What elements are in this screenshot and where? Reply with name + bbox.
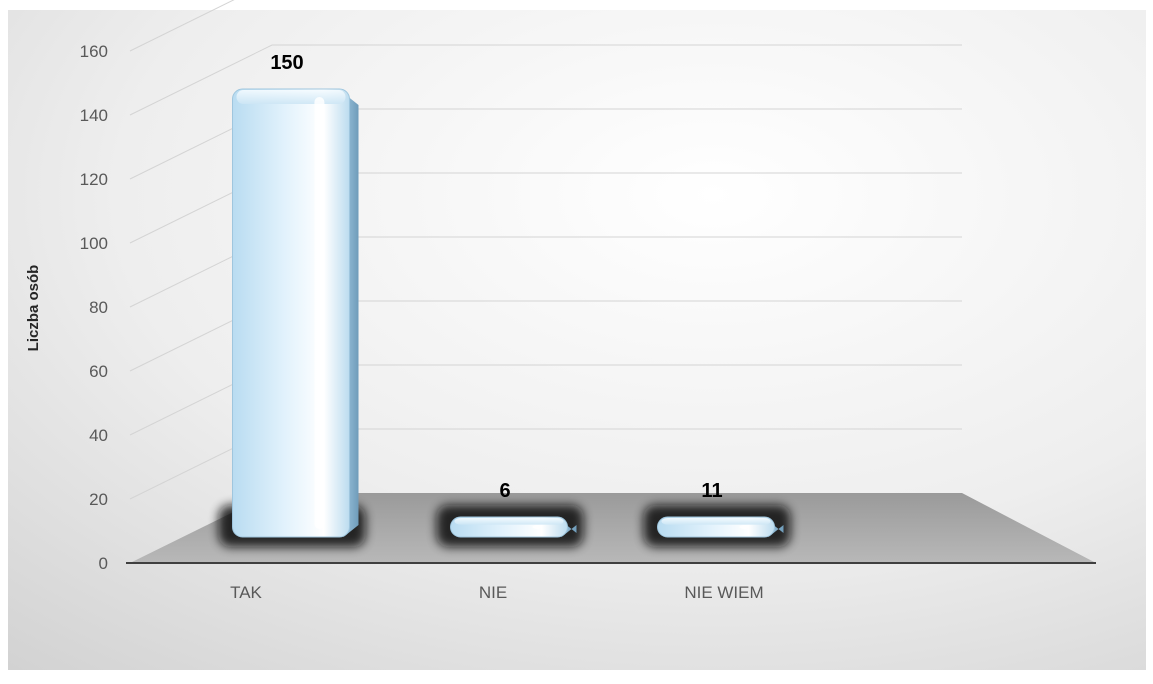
x-tick-label: NIE [479,583,507,602]
gridline [129,44,962,116]
bar [436,505,584,547]
bar-highlight [532,525,543,529]
y-tick-label: 80 [89,298,108,317]
y-axis: 0 20 40 60 80 100 120 140 160 [80,42,108,573]
bar-top [661,518,771,525]
data-label: 6 [499,480,510,502]
bar-highlight [314,97,325,529]
y-tick-label: 100 [80,234,108,253]
y-tick-label: 40 [89,426,108,445]
bar [218,88,366,547]
x-tick-label: NIE WIEM [684,583,763,602]
x-axis: TAK NIE NIE WIEM [230,583,764,602]
data-label: 150 [270,52,303,74]
gridline [129,0,235,52]
x-tick-label: TAK [230,583,262,602]
bar-front [232,88,350,538]
y-tick-label: 140 [80,106,108,125]
bar-top [236,90,346,104]
y-tick-label: 120 [80,170,108,189]
bar-top [454,518,564,525]
data-label: 11 [701,480,722,502]
data-labels: 150 6 11 [270,52,722,502]
floor-plane [130,493,1096,563]
bars [218,88,791,547]
chart-floor [126,493,1096,564]
y-tick-label: 60 [89,362,108,381]
y-tick-label: 20 [89,490,108,509]
y-tick-label: 0 [99,554,108,573]
bar-highlight [739,525,750,529]
bar [643,505,791,547]
y-tick-label: 160 [80,42,108,61]
y-axis-title: Liczba osób [25,265,42,352]
